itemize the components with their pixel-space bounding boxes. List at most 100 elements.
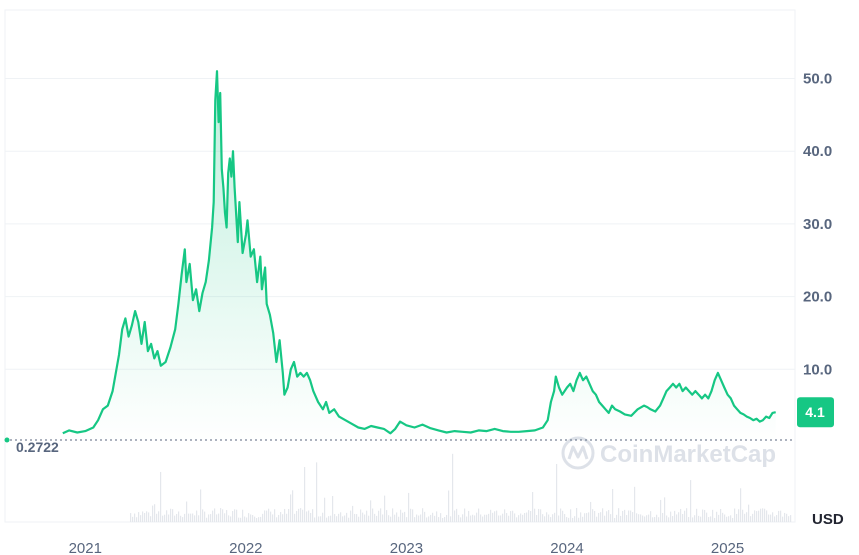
volume-bar: [418, 515, 420, 522]
volume-bar: [234, 509, 236, 522]
volume-bar: [592, 509, 594, 522]
coinmarketcap-logo-icon: [561, 436, 595, 470]
volume-bar: [672, 516, 674, 522]
volume-bar: [690, 480, 692, 522]
volume-bar: [414, 517, 416, 522]
volume-bar: [186, 501, 188, 522]
volume-bar: [412, 509, 414, 522]
volume-bar: [242, 509, 244, 522]
volume-bar: [590, 501, 592, 522]
volume-bar: [268, 508, 270, 522]
volume-bar: [158, 511, 160, 522]
volume-bar: [284, 508, 286, 522]
volume-bar: [712, 509, 714, 522]
volume-bar: [734, 508, 736, 522]
volume-bar: [174, 515, 176, 522]
volume-bar: [654, 517, 656, 522]
volume-bar: [668, 517, 670, 522]
volume-bar: [538, 508, 540, 522]
volume-bar: [560, 508, 562, 522]
volume-bar: [278, 514, 280, 522]
volume-bar: [766, 510, 768, 522]
volume-bar: [266, 510, 268, 522]
y-tick-label: 10.0: [803, 361, 832, 378]
volume-bar: [210, 514, 212, 522]
volume-bar: [406, 517, 408, 522]
volume-bar: [150, 516, 152, 522]
volume-bar: [692, 517, 694, 522]
volume-bar: [526, 512, 528, 522]
volume-bar: [642, 515, 644, 522]
volume-bar: [528, 510, 530, 522]
volume-bar: [364, 514, 366, 522]
volume-bar: [144, 513, 146, 522]
volume-bar: [724, 514, 726, 522]
volume-bar: [602, 508, 604, 522]
volume-bar: [428, 516, 430, 522]
volume-bar: [188, 513, 190, 522]
volume-bar: [342, 516, 344, 522]
volume-bar: [788, 516, 790, 522]
volume-bar: [782, 516, 784, 522]
volume-bar: [716, 511, 718, 522]
volume-bar: [572, 517, 574, 522]
volume-bar: [424, 511, 426, 522]
volume-bar: [396, 512, 398, 522]
volume-bar: [300, 508, 302, 522]
volume-bar: [564, 514, 566, 522]
volume-bar: [682, 514, 684, 522]
volume-bar: [398, 516, 400, 522]
last-price-label: 4.1: [805, 404, 825, 420]
volume-bar: [764, 508, 766, 522]
volume-bar: [312, 509, 314, 522]
volume-bar: [468, 510, 470, 522]
volume-bar: [486, 514, 488, 522]
volume-bar: [252, 515, 254, 522]
coinmarketcap-watermark: CoinMarketCap: [561, 436, 776, 470]
volume-bar: [474, 515, 476, 522]
volume-bar: [130, 513, 132, 522]
volume-bar: [374, 513, 376, 522]
volume-bar: [438, 517, 440, 522]
volume-bar: [196, 510, 198, 522]
volume-bar: [452, 453, 454, 522]
volume-bar: [646, 515, 648, 522]
volume-bar: [574, 516, 576, 522]
volume-bar: [548, 514, 550, 522]
volume-bar: [680, 508, 682, 522]
volume-bar: [470, 515, 472, 522]
volume-bar: [164, 514, 166, 522]
volume-bar: [530, 510, 532, 522]
volume-bar: [718, 514, 720, 522]
volume-bar: [162, 515, 164, 522]
volume-bar: [566, 517, 568, 522]
volume-bar: [238, 517, 240, 522]
volume-bar: [356, 514, 358, 522]
volume-bar: [392, 508, 394, 522]
volume-bar: [224, 513, 226, 522]
volume-bar: [664, 497, 666, 522]
volume-bar: [720, 508, 722, 522]
volume-bar: [264, 510, 266, 522]
volume-bar: [748, 504, 750, 522]
volume-bar: [784, 512, 786, 522]
volume-bar: [446, 514, 448, 522]
volume-bar: [780, 510, 782, 522]
volume-bar: [310, 512, 312, 522]
volume-bar: [488, 513, 490, 522]
volume-bar: [228, 515, 230, 522]
volume-bar: [774, 516, 776, 522]
volume-bar: [708, 517, 710, 522]
volume-bar: [608, 510, 610, 522]
volume-bar: [322, 512, 324, 522]
volume-bar: [754, 510, 756, 522]
volume-bar: [156, 513, 158, 522]
volume-bar: [250, 514, 252, 522]
volume-bar: [370, 500, 372, 522]
volume-bar: [338, 513, 340, 522]
volume-bar: [270, 511, 272, 522]
watermark-label: CoinMarketCap: [600, 441, 776, 468]
volume-bar: [756, 511, 758, 522]
